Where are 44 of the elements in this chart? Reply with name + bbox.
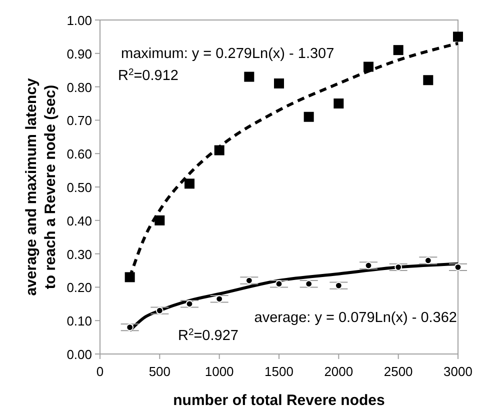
point [126, 324, 134, 331]
y-tick-label: 0.80 [66, 80, 92, 95]
point [214, 145, 224, 156]
y-tick-label: 0.40 [66, 213, 92, 228]
y-tick-label: 0.00 [66, 347, 92, 362]
point [334, 98, 344, 108]
point [394, 263, 402, 271]
y-axis-title: average and maximum latency to reach a Revere node (sec) [23, 78, 59, 296]
point [393, 45, 404, 56]
point [364, 262, 372, 270]
point [364, 62, 374, 72]
y-tick-label: 1.00 [66, 13, 92, 28]
point [124, 272, 135, 282]
y-tick-label: 0.90 [66, 46, 92, 62]
annotation: R$^{2}$=0.927 [178, 326, 238, 344]
point [423, 75, 434, 86]
y-tick-label: 0.20 [66, 280, 92, 296]
point [244, 72, 254, 82]
annotation: average: y = 0.079Ln(x) - 0.362 [254, 310, 457, 326]
x-tick-label: 1500 [264, 364, 294, 379]
y-tick-label: 0.30 [66, 246, 92, 262]
y-tick-label: 0.10 [66, 314, 92, 329]
point [454, 263, 462, 271]
x-tick-label: 1000 [204, 364, 234, 379]
x-tick-label: 500 [148, 364, 171, 379]
y-tick-label: 0.70 [66, 113, 92, 128]
annotation: R$^{2}$=0.912 [118, 66, 178, 84]
point [453, 32, 463, 42]
point [274, 78, 284, 88]
point [184, 178, 194, 189]
x-tick-label: 2500 [384, 364, 413, 379]
point [186, 300, 194, 308]
point [216, 295, 224, 303]
x-tick-label: 2000 [324, 364, 354, 379]
point [275, 280, 283, 288]
x-axis-title: number of total Revere nodes [173, 392, 385, 409]
y-tick-label: 0.60 [66, 146, 92, 162]
y-tick-label: 0.50 [66, 180, 92, 195]
x-tick-label: 3000 [444, 364, 472, 379]
point [154, 215, 165, 226]
point [156, 306, 164, 314]
annotation: maximum: y = 0.279Ln(x) - 1.307 [121, 46, 334, 62]
point [304, 112, 314, 122]
x-tick-label: 0 [96, 364, 104, 379]
